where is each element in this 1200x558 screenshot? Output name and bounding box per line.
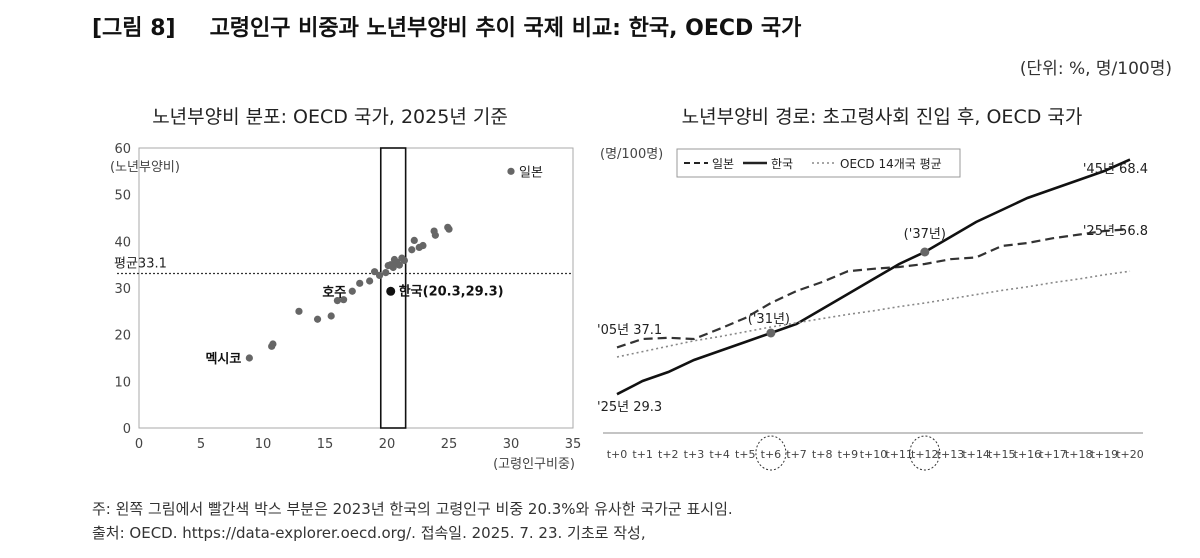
figure-label: [그림 8] — [92, 16, 176, 41]
scatter-y-tick-label: 60 — [114, 142, 131, 157]
line-x-tick-label: t+18 — [1065, 448, 1093, 461]
highlight-box — [379, 147, 407, 429]
scatter-x-tick-label: 25 — [441, 437, 458, 452]
point-label-japan: 일본 — [519, 165, 543, 180]
line-x-tick-label: t+2 — [658, 448, 679, 461]
korea-point-label: 한국(20.3,29.3) — [399, 283, 504, 299]
point-label-mexico: 멕시코 — [205, 351, 241, 367]
scatter-x-tick-label: 10 — [255, 437, 272, 452]
scatter-point — [313, 315, 322, 323]
line-x-tick-label: t+15 — [988, 448, 1016, 461]
scatter-point — [507, 167, 515, 175]
line-chart-title: 노년부양비 경로: 초고령사회 진입 후, OECD 국가 — [682, 106, 1083, 128]
figure-source: 출처: OECD. https://data-explorer.oecd.org… — [92, 524, 646, 542]
annotation-31: ('31년) — [748, 312, 790, 327]
line-x-tick-label: t+7 — [786, 448, 807, 461]
scatter-x-axis-label: (고령인구비중) — [493, 457, 575, 472]
scatter-x-tick-label: 20 — [379, 437, 396, 452]
marker-point-37 — [920, 247, 930, 257]
scatter-point — [340, 296, 348, 304]
scatter-x-tick-label: 0 — [135, 437, 143, 452]
scatter-y-tick-label: 40 — [114, 235, 131, 250]
line-x-tick-label: t+3 — [684, 448, 705, 461]
scatter-point — [327, 312, 335, 320]
scatter-point — [431, 231, 439, 239]
scatter-point — [395, 261, 403, 269]
scatter-point — [410, 236, 418, 244]
scatter-x-tick-label: 5 — [197, 437, 205, 452]
legend-label: 한국 — [771, 157, 793, 171]
line-x-tick-label: t+10 — [860, 448, 888, 461]
line-x-tick-label: t+6 — [761, 448, 782, 461]
scatter-point — [408, 246, 416, 254]
line-x-tick-label: t+14 — [962, 448, 990, 461]
scatter-y-tick-label: 20 — [114, 329, 131, 344]
line-x-tick-label: t+17 — [1039, 448, 1067, 461]
line-y-axis-label: (명/100명) — [600, 147, 663, 162]
annotation-37: ('37년) — [904, 227, 946, 242]
scatter-x-tick-label: 15 — [317, 437, 334, 452]
scatter-y-axis-label: (노년부양비) — [110, 160, 180, 175]
scatter-point — [419, 241, 427, 250]
series-line-solid — [616, 158, 1131, 396]
scatter-y-tick-label: 0 — [123, 422, 131, 437]
figure-notes: 주: 왼쪽 그림에서 빨간색 박스 부분은 2023년 한국의 고령인구 비중 … — [92, 497, 733, 545]
annotation-korea-end: '45년 68.4 — [1083, 162, 1148, 177]
scatter-point — [375, 271, 384, 279]
scatter-point — [348, 287, 356, 295]
series-line-dotted — [616, 270, 1131, 358]
scatter-point — [269, 340, 277, 348]
line-x-tick-label: t+11 — [885, 448, 913, 461]
legend-label: 일본 — [712, 157, 734, 171]
scatter-point — [382, 269, 390, 277]
scatter-point — [295, 307, 303, 315]
scatter-x-tick-label: 35 — [565, 437, 582, 452]
annotation-korea-start: '25년 29.3 — [597, 400, 662, 415]
scatter-point — [366, 277, 374, 285]
series-line-dashed — [616, 228, 1131, 349]
line-x-tick-label: t+0 — [607, 448, 628, 461]
line-x-tick-label: t+1 — [632, 448, 653, 461]
circled-tick-marker — [755, 435, 787, 471]
scatter-point — [356, 279, 364, 287]
line-x-tick-label: t+4 — [709, 448, 730, 461]
scatter-y-tick-label: 30 — [114, 282, 131, 297]
legend-label: OECD 14개국 평균 — [840, 157, 942, 171]
scatter-point — [245, 354, 253, 362]
figure-note: 주: 왼쪽 그림에서 빨간색 박스 부분은 2023년 한국의 고령인구 비중 … — [92, 500, 733, 518]
circled-tick-marker — [909, 435, 941, 471]
line-x-tick-label: t+9 — [838, 448, 859, 461]
scatter-point — [333, 297, 341, 305]
scatter-y-tick-label: 50 — [114, 189, 131, 204]
scatter-point — [400, 256, 408, 265]
scatter-point — [371, 268, 379, 276]
annotation-japan-end: '25년 56.8 — [1083, 224, 1148, 239]
figure-title: [그림 8] 고령인구 비중과 노년부양비 추이 국제 비교: 한국, OECD … — [92, 10, 801, 42]
korea-point — [386, 286, 396, 296]
mean-line-label: 평균33.1 — [114, 257, 167, 272]
unit-label: (단위: %, 명/100명) — [1019, 59, 1172, 79]
scatter-x-tick-label: 30 — [503, 437, 520, 452]
scatter-point — [389, 263, 397, 272]
point-label-australia: 호주 — [322, 285, 346, 300]
annotation-japan-start: '05년 37.1 — [597, 323, 662, 338]
line-x-tick-label: t+20 — [1116, 448, 1144, 461]
scatter-y-tick-label: 10 — [114, 375, 131, 390]
line-x-tick-label: t+16 — [1014, 448, 1042, 461]
marker-point-31 — [766, 328, 776, 338]
line-x-tick-label: t+19 — [1091, 448, 1119, 461]
scatter-point — [445, 225, 453, 233]
scatter-title: 노년부양비 분포: OECD 국가, 2025년 기준 — [152, 106, 508, 128]
figure-title-text: 고령인구 비중과 노년부양비 추이 국제 비교: 한국, OECD 국가 — [209, 16, 802, 41]
line-x-tick-label: t+8 — [812, 448, 833, 461]
line-x-tick-label: t+5 — [735, 448, 756, 461]
line-x-tick-label: t+12 — [911, 448, 939, 461]
line-x-tick-label: t+13 — [937, 448, 965, 461]
scatter-plot-frame — [138, 147, 574, 429]
line-legend: 일본 한국 OECD 14개국 평균 — [676, 148, 961, 178]
